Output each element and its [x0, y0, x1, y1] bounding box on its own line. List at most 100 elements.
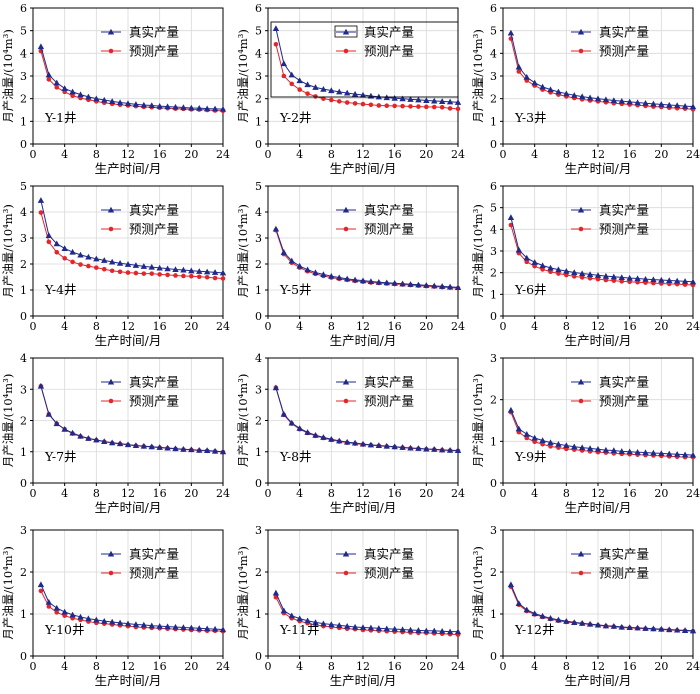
point-actual — [108, 618, 116, 625]
x-tick-label: 4 — [531, 487, 538, 500]
point-predicted — [548, 444, 553, 449]
x-tick-label: 12 — [121, 148, 135, 161]
point-actual — [689, 451, 697, 458]
point-actual — [93, 436, 100, 443]
point-actual — [61, 85, 68, 92]
y-tick-label: 2 — [20, 415, 27, 428]
point-predicted — [540, 441, 545, 447]
x-tick-label: 20 — [654, 487, 668, 500]
y-tick-label: 2 — [490, 566, 497, 579]
point-actual — [108, 98, 116, 104]
point-actual — [336, 274, 343, 281]
point-actual — [342, 206, 350, 213]
point-actual — [296, 262, 303, 269]
point-actual — [523, 254, 530, 261]
point-actual — [140, 442, 148, 449]
y-tick-label: 2 — [490, 93, 497, 106]
point-predicted — [109, 268, 115, 274]
x-tick-label: 12 — [356, 660, 370, 673]
x-tick-label: 0 — [265, 148, 272, 161]
point-actual — [37, 581, 45, 588]
point-actual — [531, 79, 538, 86]
point-actual — [454, 284, 462, 290]
legend-label-actual: 真实产量 — [364, 25, 414, 40]
point-actual — [124, 100, 132, 106]
x-axis-label: 生产时间/月 — [565, 333, 632, 348]
x-axis-label: 生产时间/月 — [565, 500, 632, 515]
y-tick-label: 3 — [20, 524, 27, 537]
point-actual — [156, 264, 163, 271]
legend-label-actual: 真实产量 — [599, 547, 649, 562]
point-predicted — [141, 271, 147, 276]
point-predicted — [564, 272, 569, 278]
point-predicted — [578, 48, 584, 54]
point-actual — [77, 613, 84, 620]
point-actual — [148, 263, 155, 270]
point-actual — [219, 269, 227, 276]
point-predicted — [447, 106, 453, 111]
point-actual — [673, 102, 681, 109]
point-predicted — [368, 102, 374, 108]
point-actual — [312, 619, 319, 625]
y-tick-label: 4 — [490, 47, 497, 60]
y-tick-label: 3 — [20, 383, 27, 396]
point-actual — [610, 273, 618, 280]
point-predicted — [117, 269, 123, 275]
y-tick-label: 1 — [20, 115, 27, 128]
point-actual — [438, 283, 446, 289]
x-tick-label: 4 — [61, 487, 68, 500]
point-actual — [547, 264, 554, 271]
point-actual — [45, 232, 53, 238]
point-actual — [523, 73, 530, 80]
point-actual — [69, 248, 76, 255]
point-actual — [288, 612, 295, 619]
point-actual — [172, 623, 179, 630]
point-actual — [658, 101, 665, 107]
y-tick-label: 5 — [20, 180, 27, 193]
point-predicted — [336, 99, 342, 104]
point-actual — [312, 431, 319, 438]
point-actual — [415, 445, 422, 451]
point-actual — [196, 625, 203, 631]
point-actual — [280, 411, 288, 417]
point-actual — [93, 255, 100, 262]
point-actual — [164, 623, 171, 630]
point-actual — [431, 446, 438, 452]
point-actual — [304, 429, 311, 435]
point-actual — [53, 240, 60, 247]
y-tick-label: 4 — [20, 47, 27, 60]
point-actual — [343, 89, 351, 96]
point-actual — [211, 447, 219, 454]
point-actual — [272, 384, 280, 391]
y-tick-label: 3 — [490, 70, 497, 83]
point-actual — [288, 257, 295, 264]
point-actual — [342, 28, 350, 35]
legend-label-actual: 真实产量 — [599, 203, 649, 218]
x-tick-label: 20 — [419, 487, 433, 500]
point-actual — [666, 450, 673, 457]
y-tick-label: 2 — [255, 415, 262, 428]
point-actual — [45, 411, 53, 417]
y-tick-label: 6 — [20, 2, 27, 15]
x-axis-label: 生产时间/月 — [95, 500, 162, 515]
point-predicted — [212, 275, 218, 281]
point-actual — [304, 266, 311, 273]
point-actual — [180, 104, 187, 111]
x-tick-label: 16 — [153, 320, 167, 333]
point-actual — [586, 445, 594, 451]
point-actual — [359, 624, 367, 630]
point-actual — [431, 627, 438, 634]
point-predicted — [532, 439, 537, 445]
point-actual — [272, 225, 280, 232]
point-actual — [61, 245, 68, 251]
point-actual — [618, 448, 625, 454]
point-predicted — [376, 103, 382, 108]
